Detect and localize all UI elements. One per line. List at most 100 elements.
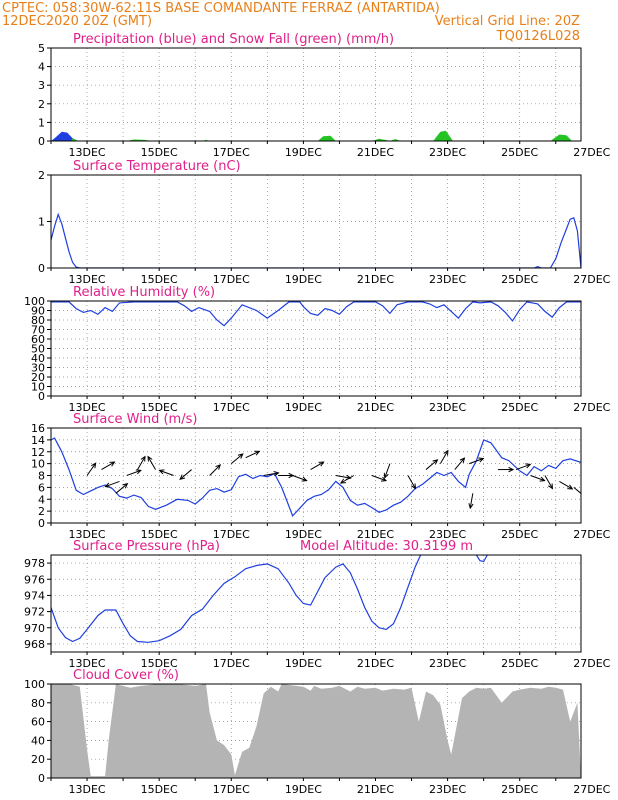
- temperature-y-axis: 0 1 2: [38, 169, 51, 275]
- pressure-y-axis: 968 970 972 974 976 978: [24, 557, 51, 651]
- wind-arrow: [469, 457, 485, 465]
- y-tick-label: 8: [38, 470, 45, 483]
- cloud-x-axis: 13DEC 15DEC 17DEC 19DEC 21DEC 23DEC 25DEC 27DEC: [50, 778, 611, 796]
- wind-arrow: [310, 461, 325, 470]
- wind-arrow: [544, 475, 554, 490]
- wind-arrow: [115, 482, 129, 494]
- y-tick-label: 70: [31, 324, 45, 337]
- x-tick-label: 25DEC: [501, 657, 538, 670]
- wind-arrow: [179, 469, 192, 480]
- x-tick-label: 15DEC: [141, 146, 178, 159]
- x-tick-label: 27DEC: [573, 401, 610, 414]
- x-tick-label: 23DEC: [429, 146, 466, 159]
- x-tick-label: 17DEC: [213, 783, 250, 796]
- wind-arrow: [104, 480, 120, 488]
- x-tick-label: 23DEC: [429, 783, 466, 796]
- x-tick-label: 27DEC: [573, 146, 610, 159]
- y-tick-label: 2: [38, 169, 45, 182]
- x-tick-label: 15DEC: [141, 273, 178, 286]
- x-tick-label: 19DEC: [285, 657, 322, 670]
- y-tick-label: 100: [24, 678, 45, 691]
- y-tick-label: 5: [38, 42, 45, 55]
- y-tick-label: 60: [31, 333, 45, 346]
- x-tick-label: 21DEC: [357, 528, 394, 541]
- x-tick-label: 17DEC: [213, 146, 250, 159]
- wind-arrow: [245, 450, 261, 459]
- x-tick-label: 27DEC: [573, 528, 610, 541]
- y-tick-label: 0: [38, 390, 45, 403]
- wind-series: [51, 437, 581, 518]
- x-tick-label: 15DEC: [141, 528, 178, 541]
- precipitation-grid: [50, 48, 581, 141]
- wind-arrow: [339, 475, 355, 484]
- wind-arrow: [263, 471, 280, 477]
- wind-grid: [50, 428, 581, 523]
- x-tick-label: 19DEC: [285, 146, 322, 159]
- wind-arrow: [498, 466, 515, 473]
- y-tick-label: 974: [24, 589, 45, 602]
- x-tick-label: 19DEC: [285, 783, 322, 796]
- temperature-grid: [50, 175, 581, 268]
- x-tick-label: 21DEC: [357, 783, 394, 796]
- x-tick-label: 27DEC: [573, 657, 610, 670]
- y-tick-label: 30: [31, 362, 45, 375]
- station-title: CPTEC: 058:30W-62:11S BASE COMANDANTE FE…: [2, 1, 440, 16]
- wind-arrow: [371, 475, 388, 482]
- wind-arrow: [209, 464, 222, 476]
- run-date: 12DEC2020 20Z (GMT): [2, 14, 152, 29]
- x-tick-label: 19DEC: [285, 273, 322, 286]
- wind-arrow: [147, 455, 156, 470]
- wind-arrows: [86, 449, 581, 510]
- wind-arrow: [530, 475, 546, 482]
- pressure-x-axis: 13DEC 15DEC 17DEC 19DEC 21DEC 23DEC 25DEC 27DEC: [50, 652, 611, 670]
- y-tick-label: 2: [38, 505, 45, 518]
- humidity-panel: Relative Humidity (%) 0102030405060708090…: [24, 285, 611, 414]
- y-tick-label: 2: [38, 98, 45, 111]
- pressure-series: [51, 555, 488, 643]
- pressure-grid: [50, 555, 581, 652]
- temperature-series: [51, 212, 581, 268]
- x-tick-label: 25DEC: [501, 146, 538, 159]
- wind-arrow: [101, 461, 116, 470]
- pressure-panel: Surface Pressure (hPa) Model Altitude: 30…: [24, 539, 611, 670]
- y-tick-label: 40: [31, 352, 45, 365]
- temperature-panel: Surface Temperature (nC) 0 1 2 13DEC 15DEC 17D…: [38, 159, 611, 286]
- y-tick-label: 968: [24, 638, 45, 651]
- y-tick-label: 3: [38, 79, 45, 92]
- x-tick-label: 23DEC: [429, 273, 466, 286]
- precipitation-area-0: [51, 131, 78, 141]
- pressure-line-1: [475, 555, 488, 563]
- precipitation-x-axis: 13DEC 15DEC 17DEC 19DEC 21DEC 23DEC 25DEC 27DEC: [50, 141, 611, 159]
- humidity-title: Relative Humidity (%): [73, 285, 215, 300]
- y-tick-label: 0: [38, 135, 45, 148]
- y-tick-label: 4: [38, 493, 45, 506]
- x-tick-label: 17DEC: [213, 401, 250, 414]
- y-tick-label: 978: [24, 557, 45, 570]
- cloud-frame: [50, 683, 582, 779]
- temperature-x-axis: 13DEC 15DEC 17DEC 19DEC 21DEC 23DEC 25DEC 27DEC: [50, 268, 611, 286]
- temperature-line-0: [51, 212, 581, 268]
- y-tick-label: 50: [31, 343, 45, 356]
- y-tick-label: 16: [31, 422, 45, 435]
- precipitation-title: Precipitation (blue) and Snow Fall (gree…: [73, 32, 394, 47]
- y-tick-label: 1: [38, 216, 45, 229]
- wind-arrow: [439, 449, 449, 464]
- y-tick-label: 100: [24, 295, 45, 308]
- wind-arrow: [126, 469, 142, 476]
- humidity-grid: [50, 301, 581, 396]
- y-tick-label: 90: [31, 305, 45, 318]
- panels: Precipitation (blue) and Snow Fall (gree…: [24, 32, 611, 796]
- x-tick-label: 17DEC: [213, 657, 250, 670]
- y-tick-label: 0: [38, 772, 45, 785]
- grid-note: Vertical Grid Line: 20Z: [435, 14, 580, 29]
- x-tick-label: 23DEC: [429, 528, 466, 541]
- wind-arrow: [573, 486, 581, 497]
- wind-arrow: [230, 453, 244, 465]
- cloud-panel: Cloud Cover (%) 0 20 40 60 80 100 13DEC 15DEC 17D…: [24, 668, 611, 796]
- x-tick-label: 21DEC: [357, 657, 394, 670]
- y-tick-label: 972: [24, 606, 45, 619]
- y-tick-label: 0: [38, 517, 45, 530]
